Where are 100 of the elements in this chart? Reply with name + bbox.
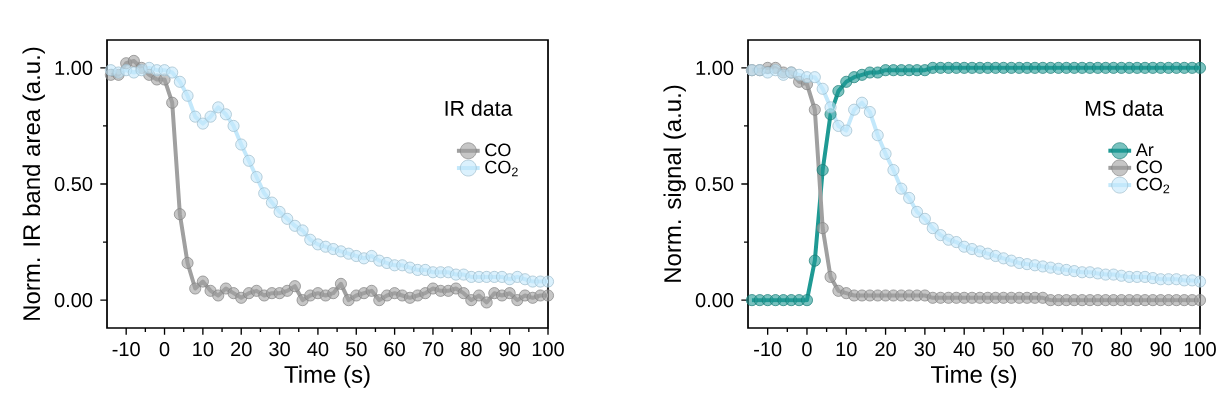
point <box>911 205 923 218</box>
x-tick-label: 40 <box>307 342 329 357</box>
x-tick-label: 20 <box>875 342 896 357</box>
point <box>871 129 884 142</box>
point <box>887 164 900 176</box>
x-tick-label: 80 <box>1111 342 1132 357</box>
x-axis-title: Time (s) <box>931 365 1017 388</box>
point <box>196 117 209 130</box>
x-tick-label: 90 <box>1150 342 1172 357</box>
point <box>219 108 232 121</box>
x-tick-label: 70 <box>1072 342 1093 357</box>
point <box>816 82 829 95</box>
point <box>816 164 829 176</box>
point <box>365 250 378 262</box>
point <box>1194 61 1206 74</box>
point <box>903 192 916 204</box>
point <box>212 101 225 114</box>
y-tick-label: 0.00 <box>54 293 93 308</box>
legend-label: CO$_{2}$ <box>485 160 518 177</box>
point <box>542 289 554 302</box>
point <box>1194 275 1206 288</box>
x-tick-label: 30 <box>914 342 936 357</box>
point <box>926 222 939 235</box>
x-tick-label: 50 <box>345 342 367 357</box>
point <box>189 110 202 123</box>
point <box>511 294 524 307</box>
y-tick-label: 0.50 <box>54 176 93 192</box>
x-tick-label: 20 <box>231 342 252 357</box>
legend-label: Ar <box>1135 143 1154 156</box>
point <box>173 75 186 88</box>
point <box>824 270 837 283</box>
point <box>808 254 821 267</box>
point <box>250 171 263 183</box>
y-tick-label: 1.00 <box>55 60 93 75</box>
point <box>235 138 248 151</box>
x-tick-label: 60 <box>1032 342 1054 357</box>
point <box>327 287 340 300</box>
x-tick-label: 10 <box>193 342 214 357</box>
point <box>848 103 861 116</box>
point <box>840 124 853 137</box>
point <box>281 212 294 225</box>
legend-label: CO <box>1136 160 1162 174</box>
x-tick-label: 100 <box>1184 342 1216 357</box>
point <box>288 280 301 293</box>
legend-title: IR data <box>445 100 513 116</box>
point <box>832 85 845 98</box>
point <box>242 154 255 167</box>
x-tick-label: 80 <box>461 342 482 357</box>
point <box>473 289 485 302</box>
x-tick-label: 0 <box>802 342 812 357</box>
y-tick-label: 1.00 <box>696 60 734 75</box>
point <box>127 54 140 67</box>
x-tick-label: -10 <box>754 342 782 357</box>
y-tick-label: 0.00 <box>695 293 734 308</box>
point <box>895 182 908 195</box>
y-axis-title: Norm. IR band area (a.u.) <box>22 47 45 320</box>
point <box>235 291 248 304</box>
point <box>204 110 217 123</box>
point <box>258 187 271 200</box>
x-tick-label: 40 <box>953 342 975 357</box>
point <box>542 275 554 288</box>
point <box>166 96 179 109</box>
x-tick-label: 70 <box>422 342 444 357</box>
x-axis-title: Time (s) <box>284 365 370 388</box>
point <box>265 196 278 209</box>
x-tick-label: 50 <box>993 342 1014 357</box>
point <box>166 66 179 79</box>
point <box>465 294 478 307</box>
point <box>250 284 263 297</box>
point <box>227 120 240 132</box>
y-axis-title: Norm. signal (a.u.) <box>663 85 686 282</box>
point <box>457 287 470 300</box>
point <box>419 287 432 300</box>
x-tick-label: 30 <box>269 342 290 357</box>
point <box>181 89 194 102</box>
point <box>832 120 845 132</box>
point <box>296 294 309 307</box>
point <box>856 96 868 109</box>
point <box>227 287 240 300</box>
point <box>816 222 829 235</box>
legend-label: CO <box>485 143 511 157</box>
point <box>219 282 232 295</box>
point <box>204 284 217 297</box>
point <box>304 233 317 246</box>
point <box>342 294 355 307</box>
x-tick-label: 100 <box>532 342 564 357</box>
point <box>480 296 493 309</box>
point <box>450 282 462 295</box>
point <box>934 229 947 242</box>
point <box>879 147 892 160</box>
y-tick-label: 0.50 <box>695 176 734 192</box>
point <box>296 224 309 237</box>
point <box>173 208 186 221</box>
point <box>840 75 853 88</box>
legend-label: CO$_{2}$ <box>1136 177 1170 194</box>
point <box>365 284 378 297</box>
point <box>212 289 225 302</box>
point <box>863 106 876 118</box>
point <box>334 277 347 290</box>
x-tick-label: 90 <box>499 342 520 357</box>
